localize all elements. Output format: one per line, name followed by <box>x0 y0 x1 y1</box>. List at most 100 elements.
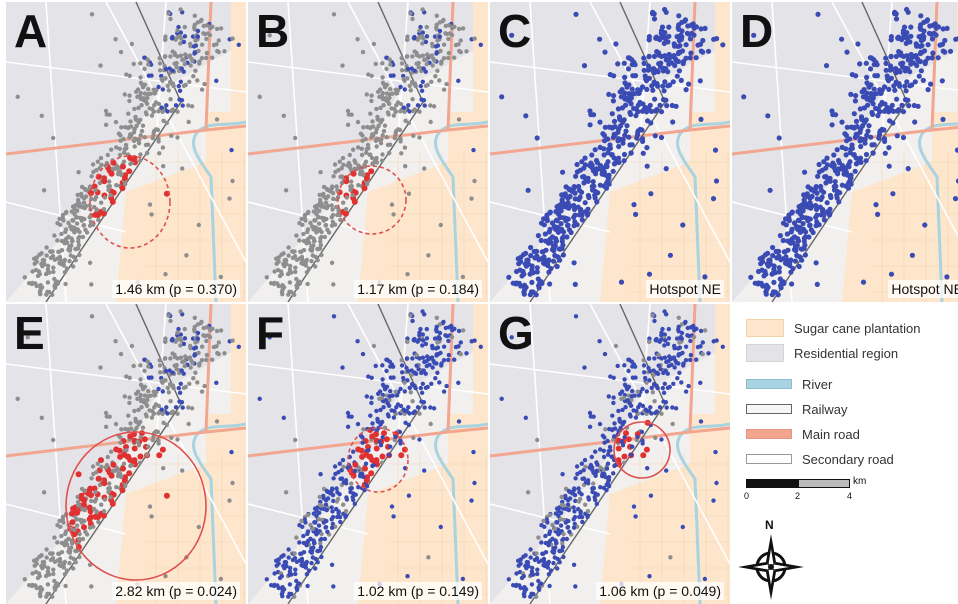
incident-point <box>921 34 927 40</box>
incident-point <box>193 370 198 375</box>
incident-point <box>297 540 302 545</box>
incident-point <box>620 443 626 448</box>
incident-point <box>620 140 626 146</box>
incident-point <box>192 22 197 27</box>
incident-point <box>673 103 679 109</box>
sugar-cane-region <box>231 2 246 122</box>
incident-point <box>625 95 631 101</box>
incident-point <box>542 524 547 529</box>
incident-point <box>853 73 859 79</box>
incident-point <box>361 427 366 432</box>
incident-point <box>57 260 62 266</box>
incident-point <box>59 550 65 555</box>
map-panel-c: C Hotspot NE <box>490 2 730 302</box>
incident-point <box>340 457 346 463</box>
incident-point <box>165 411 170 416</box>
incident-point <box>292 594 297 599</box>
incident-point <box>656 363 661 368</box>
incident-point <box>422 359 427 365</box>
incident-point <box>164 103 169 108</box>
panel-letter: F <box>256 307 284 359</box>
incident-point <box>573 498 578 504</box>
incident-point <box>331 314 337 319</box>
incident-point <box>671 355 677 360</box>
incident-point <box>350 193 355 198</box>
incident-point <box>134 89 139 95</box>
incident-point <box>152 91 158 96</box>
incident-point <box>530 289 536 295</box>
incident-point <box>383 398 388 403</box>
incident-point <box>199 87 205 92</box>
incident-point <box>330 184 335 189</box>
incident-point <box>418 385 423 391</box>
incident-point <box>222 49 227 54</box>
incident-point <box>25 33 30 38</box>
incident-point <box>340 365 345 370</box>
incident-point <box>399 56 404 61</box>
incident-point <box>400 68 405 73</box>
incident-point <box>657 102 663 108</box>
incident-point <box>420 30 425 35</box>
incident-point <box>351 449 356 454</box>
incident-point <box>119 172 124 178</box>
incident-point <box>428 405 433 410</box>
incident-point <box>178 30 183 35</box>
incident-point <box>102 497 108 502</box>
incident-point <box>379 460 385 465</box>
incident-point <box>698 116 704 122</box>
incident-point <box>41 490 47 495</box>
incident-point <box>688 338 693 344</box>
incident-point <box>350 170 357 177</box>
incident-point <box>683 87 689 93</box>
incident-point <box>189 104 195 109</box>
incident-point <box>635 434 640 440</box>
incident-point <box>832 179 838 185</box>
incident-point <box>369 155 375 161</box>
incident-point <box>374 408 379 414</box>
incident-point <box>138 133 143 138</box>
incident-point <box>897 83 903 89</box>
incident-point <box>160 145 166 150</box>
incident-point <box>523 113 529 119</box>
sugar-cane-region <box>473 304 488 424</box>
incident-point <box>358 169 363 175</box>
incident-point <box>900 109 907 115</box>
incident-point <box>650 87 656 93</box>
incident-point <box>907 83 913 89</box>
incident-point <box>305 583 310 589</box>
incident-point <box>96 519 101 525</box>
incident-point <box>143 412 149 417</box>
incident-point <box>402 145 408 150</box>
incident-point <box>437 20 442 25</box>
secondary-road <box>347 2 488 263</box>
incident-point <box>188 343 193 349</box>
incident-point <box>379 158 385 163</box>
incident-point <box>74 221 80 226</box>
incident-point <box>552 252 558 259</box>
incident-point <box>348 187 353 193</box>
incident-point <box>384 135 389 140</box>
incident-point <box>349 481 354 486</box>
incident-point <box>776 135 782 141</box>
incident-point <box>345 465 350 470</box>
incident-point <box>160 87 165 92</box>
incident-point <box>582 162 588 168</box>
incident-point <box>192 315 197 320</box>
incident-point <box>267 33 272 38</box>
incident-point <box>815 173 821 179</box>
incident-point <box>656 61 662 67</box>
incident-point <box>143 110 149 115</box>
incident-point <box>297 581 302 586</box>
incident-point <box>306 236 311 241</box>
incident-point <box>820 208 826 214</box>
incident-point <box>665 385 671 390</box>
incident-point <box>371 343 377 349</box>
incident-point <box>456 78 461 84</box>
incident-point <box>405 37 410 42</box>
incident-point <box>558 523 564 528</box>
incident-point <box>286 555 291 560</box>
incident-point <box>301 248 307 253</box>
incident-point <box>191 346 197 351</box>
incident-point <box>81 200 87 205</box>
incident-point <box>705 48 712 54</box>
